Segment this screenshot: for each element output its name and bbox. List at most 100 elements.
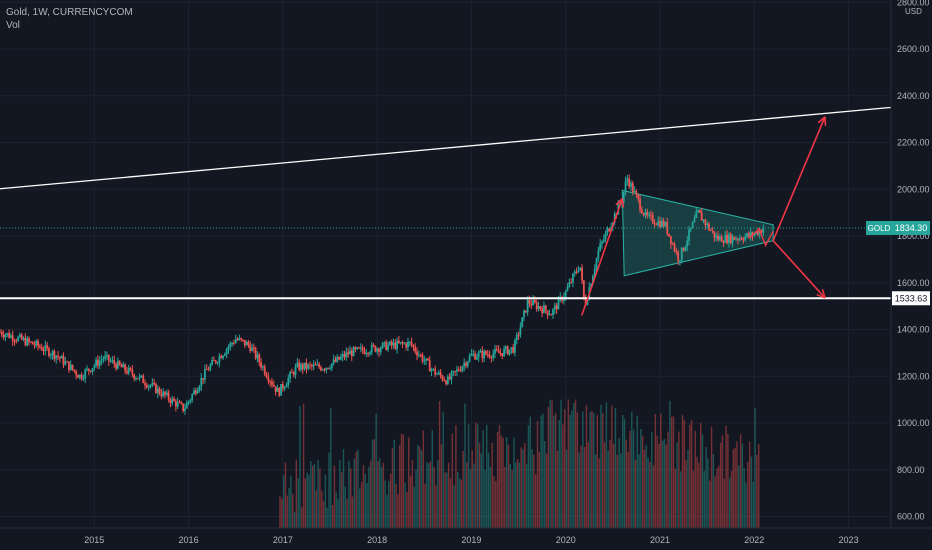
volume-bar <box>598 458 600 528</box>
volume-bar <box>562 424 564 528</box>
volume-bar <box>587 442 589 528</box>
candle-body <box>129 367 132 370</box>
candle-body <box>479 350 482 353</box>
volume-bar <box>438 401 441 528</box>
volume-bar <box>424 483 426 528</box>
volume-bar <box>576 412 579 528</box>
candle-body <box>697 209 699 212</box>
volume-bar <box>315 490 317 528</box>
volume-bar <box>431 430 434 528</box>
candle-body <box>49 354 52 356</box>
candle-body <box>474 353 476 360</box>
candle-body <box>127 367 130 374</box>
volume-bar <box>739 434 742 528</box>
volume-bar <box>623 418 626 528</box>
candle-body <box>662 220 665 227</box>
volume-bar <box>504 466 506 528</box>
volume-bar <box>667 431 669 528</box>
candle-body <box>671 243 674 245</box>
candle-body <box>82 378 85 380</box>
volume-bar <box>388 481 390 528</box>
candle-body <box>251 347 253 351</box>
candle-body <box>646 211 649 216</box>
candle-body <box>731 236 734 243</box>
candle-body <box>684 246 687 251</box>
candle-body <box>220 356 223 359</box>
candle-body <box>367 353 369 355</box>
candle-body <box>138 375 141 379</box>
candle-body <box>84 369 87 379</box>
volume-bar <box>594 454 597 528</box>
support-badge-text: 1533.63 <box>895 293 928 303</box>
candle-body <box>214 360 217 363</box>
volume-bar <box>511 470 513 528</box>
candle-body <box>363 350 366 354</box>
candle-body <box>133 374 136 379</box>
candle-body <box>693 218 696 223</box>
candle-body <box>572 273 574 283</box>
candle-body <box>258 354 261 363</box>
candle-body <box>510 347 513 350</box>
candle-body <box>310 364 313 367</box>
volume-bar <box>446 472 448 528</box>
volume-bar <box>451 433 453 528</box>
candle-body <box>553 305 556 310</box>
candle-body <box>334 359 337 362</box>
candle-body <box>407 341 409 348</box>
volume-bar <box>569 414 571 528</box>
price-axis[interactable]: 600.00 800.00 1000.00 1200.00 1400.00 1600.00… <box>890 0 932 550</box>
volume-bar <box>723 478 725 528</box>
candle-body <box>419 354 422 356</box>
candle-body <box>42 350 45 352</box>
candle-body <box>102 358 105 360</box>
volume-bar <box>554 413 557 528</box>
time-tick-label: 2021 <box>650 535 670 545</box>
volume-bar <box>324 474 327 528</box>
candle-body <box>276 387 279 392</box>
volume-bar <box>736 441 738 528</box>
down-target-arrow-head <box>816 293 826 299</box>
time-tick-label: 2015 <box>84 535 104 545</box>
projection-arrows[interactable] <box>580 116 827 316</box>
candle-body <box>581 267 583 281</box>
candle-body <box>655 224 658 226</box>
candle-body <box>358 347 360 349</box>
candle-body <box>37 341 39 347</box>
candle-body <box>630 183 632 187</box>
volume-bar <box>636 415 638 528</box>
candle-body <box>124 364 127 371</box>
candle-body <box>336 356 339 362</box>
volume-bar <box>534 474 537 528</box>
volume-bar <box>440 444 443 528</box>
candle-body <box>637 194 640 199</box>
volume-bar <box>743 468 745 528</box>
candle-body <box>158 388 161 394</box>
candle-body <box>87 368 90 371</box>
candle-body <box>307 364 310 369</box>
volume-bar <box>683 419 686 528</box>
candle-body <box>370 344 373 353</box>
candle-body <box>722 241 725 243</box>
candle-body <box>436 373 438 375</box>
volume-bar <box>745 482 747 528</box>
candle-body <box>238 338 241 340</box>
candle-body <box>691 222 694 228</box>
volume-bar <box>326 507 328 528</box>
candle-body <box>285 385 288 388</box>
candle-body <box>107 354 110 361</box>
candle-body <box>706 223 709 226</box>
volume-bar <box>547 406 550 528</box>
volume-bar <box>389 473 392 528</box>
candle-body <box>577 270 580 272</box>
candle-body <box>675 250 678 252</box>
candle-body <box>390 341 393 346</box>
trendline[interactable] <box>0 106 892 190</box>
candle-body <box>200 378 203 387</box>
volume-bar <box>645 445 647 528</box>
volume-bar <box>524 442 526 528</box>
volume-bar <box>369 460 372 528</box>
zigzag-path <box>749 227 774 247</box>
time-axis[interactable]: 2015 2016 2017 2018 2019 2020 2021 2022 2023 <box>0 527 932 550</box>
volume-bar <box>386 495 388 528</box>
